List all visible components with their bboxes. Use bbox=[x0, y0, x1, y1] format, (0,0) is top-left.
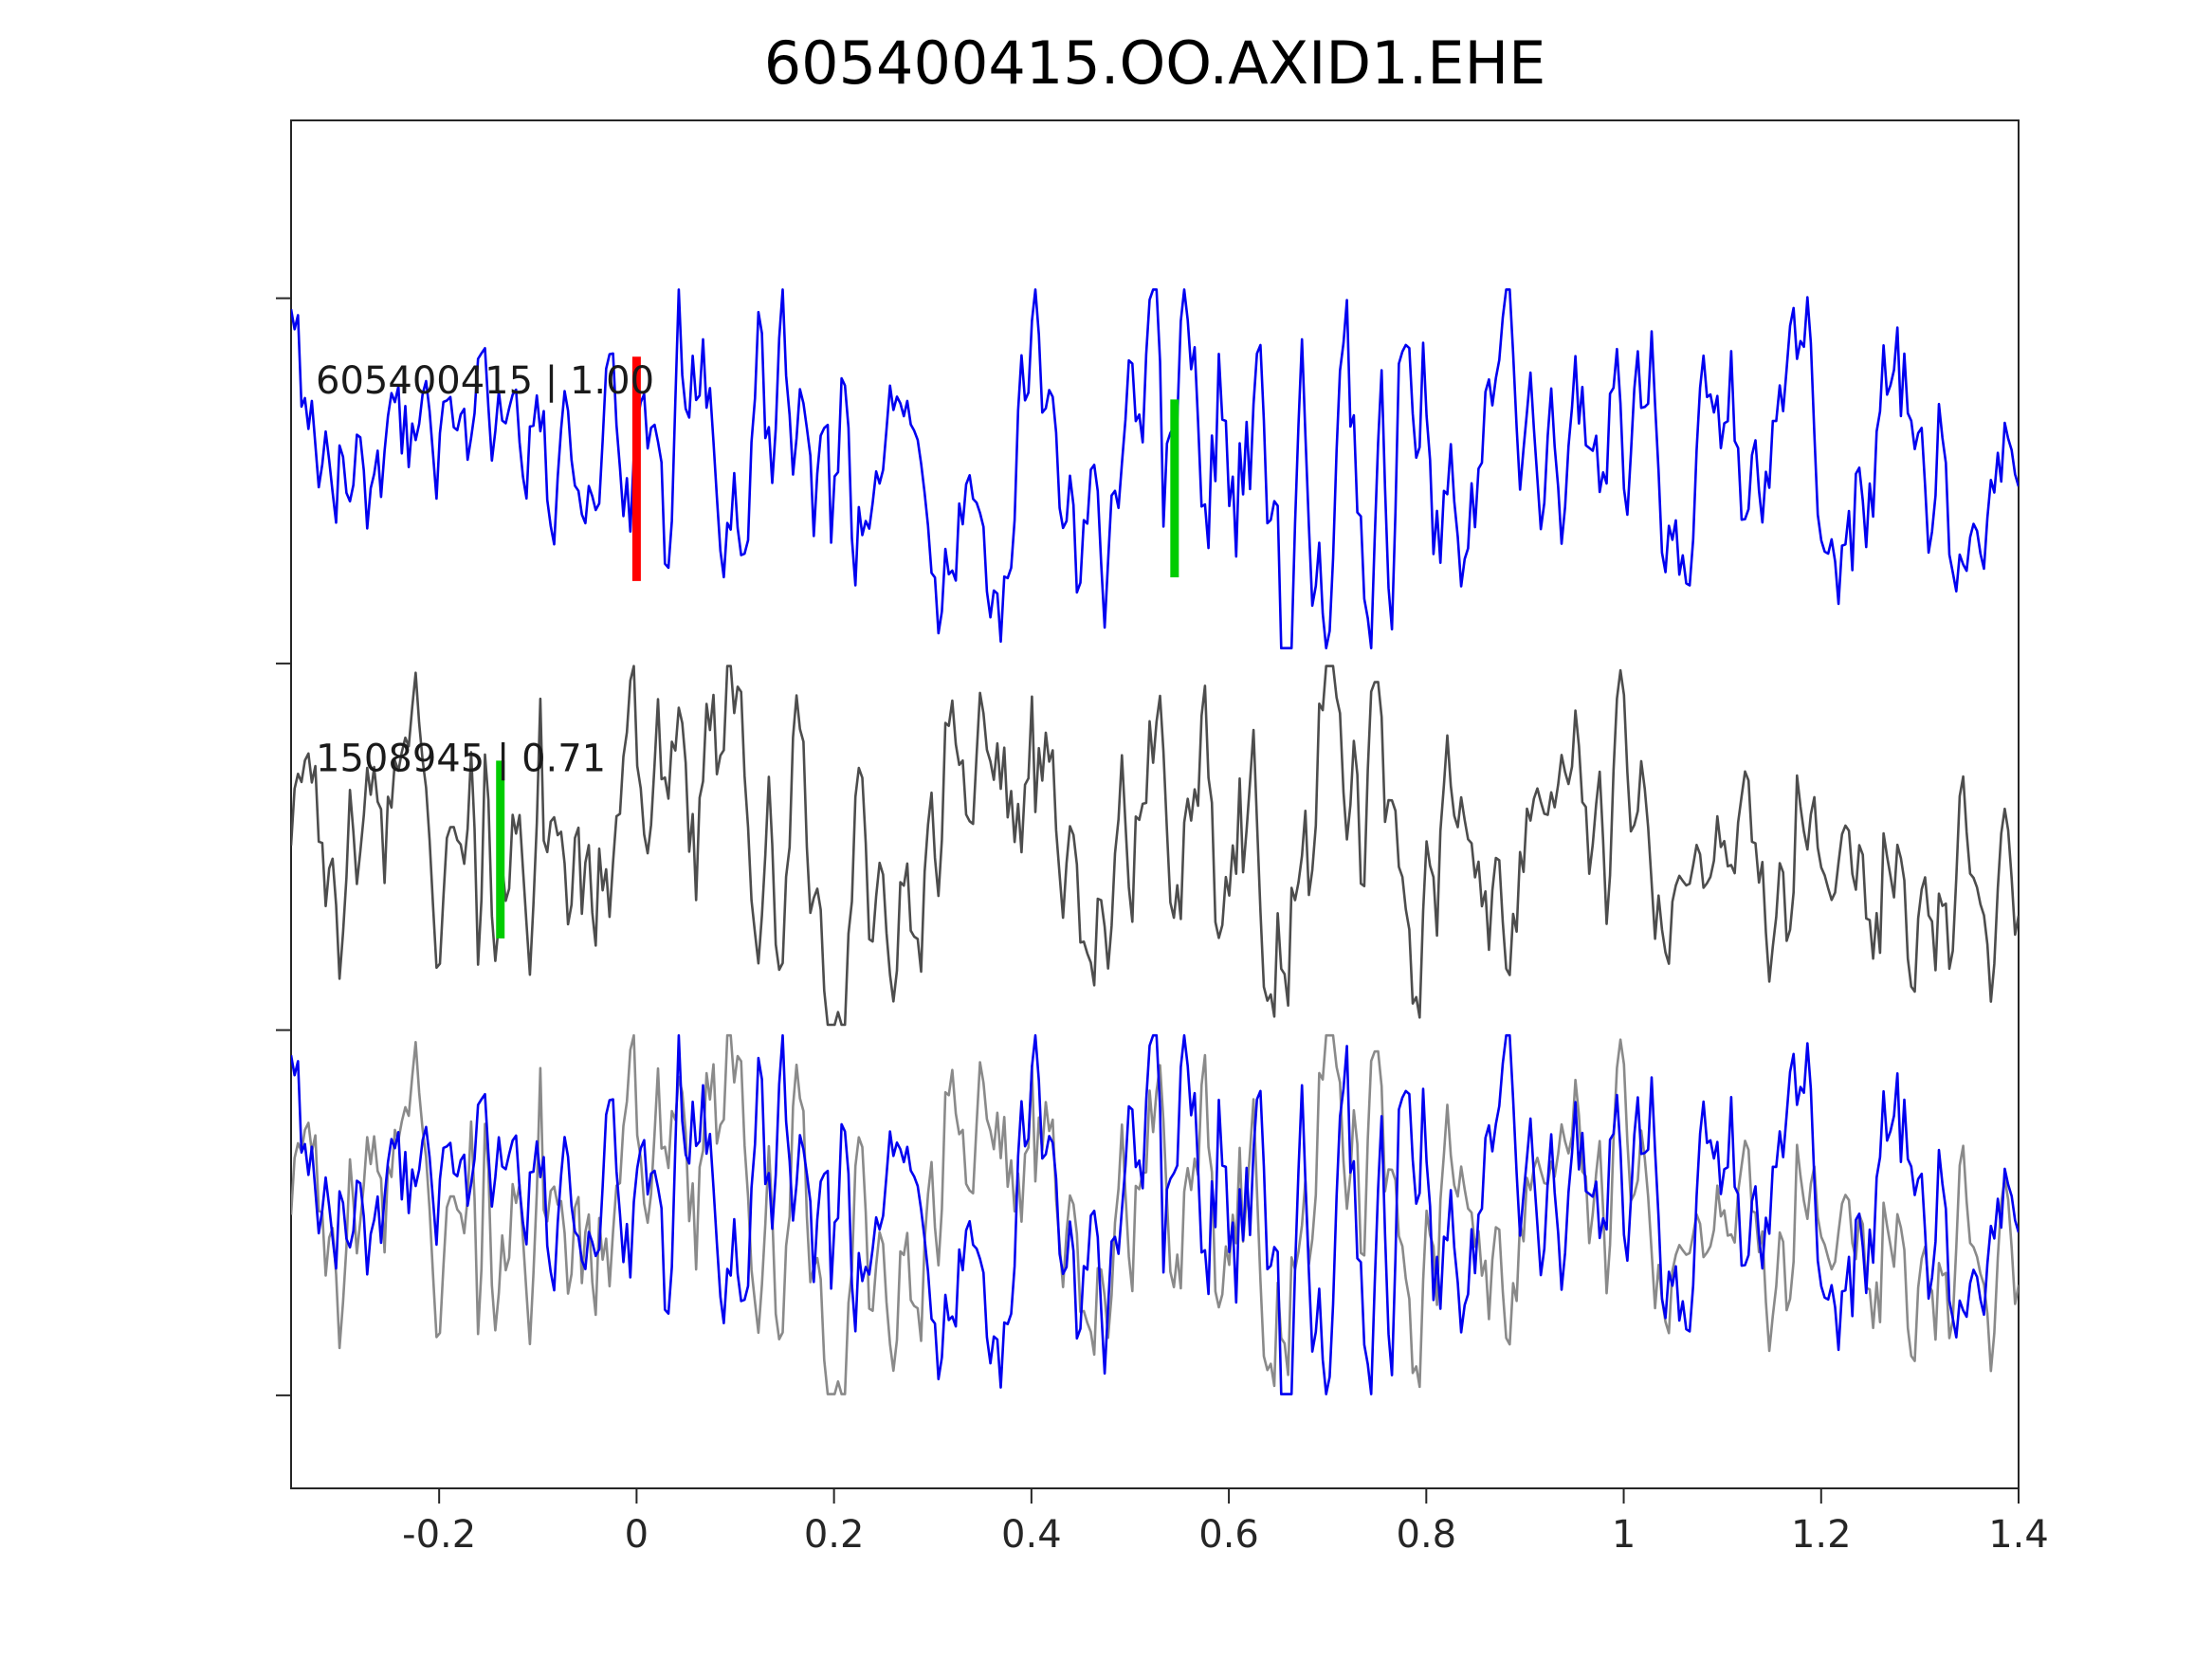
trace-label: 605400415 | 1.00 bbox=[316, 359, 654, 403]
trace-overlay-cand bbox=[291, 1033, 2019, 1395]
plot-area: -0.2 0 0.2 0.4 0.6 0.8 1 1.2 1.4 605400415 | 1.00… bbox=[276, 119, 2049, 1557]
x-tick-label: 0.4 bbox=[1001, 1513, 1062, 1557]
trace-overlay-ref bbox=[291, 1033, 2019, 1395]
x-tick-label: 0.6 bbox=[1198, 1513, 1259, 1557]
x-tick-label: 1.2 bbox=[1791, 1513, 1852, 1557]
x-tick-label: -0.2 bbox=[402, 1513, 476, 1557]
axes-border bbox=[290, 119, 2020, 1489]
x-tick-label: 0.2 bbox=[804, 1513, 865, 1557]
x-tick-label: 1.4 bbox=[1988, 1513, 2049, 1557]
trace-candidate-cand bbox=[291, 665, 2019, 1027]
trace-reference-ref bbox=[291, 288, 2019, 650]
trace-label: 1508945 | 0.71 bbox=[316, 737, 606, 780]
chart-title: 605400415.OO.AXID1.EHE bbox=[764, 28, 1546, 98]
x-tick-label: 0.8 bbox=[1397, 1513, 1457, 1557]
x-tick-label: 0 bbox=[625, 1513, 649, 1557]
x-tick-label: 1 bbox=[1612, 1513, 1636, 1557]
